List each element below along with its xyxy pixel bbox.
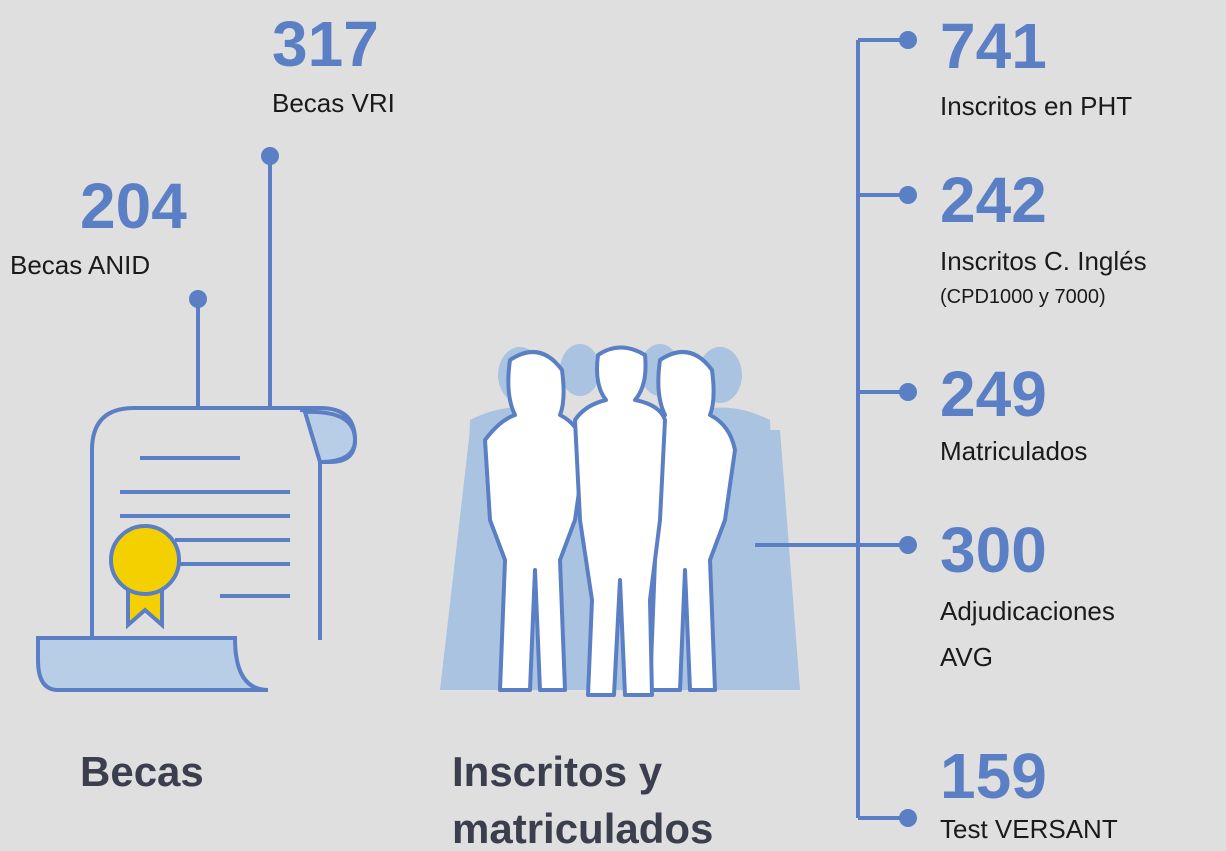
stat-label: Matriculados xyxy=(940,436,1087,466)
becas-vri-value: 317 xyxy=(272,8,379,80)
becas-anid-label: Becas ANID xyxy=(10,250,150,280)
stat-note: (CPD1000 y 7000) xyxy=(940,286,1106,308)
becas-vri-label: Becas VRI xyxy=(272,88,395,118)
becas-title: Becas xyxy=(80,748,204,795)
inscritos-title: Inscritos y xyxy=(452,748,663,795)
inscritos-title: matriculados xyxy=(452,805,713,851)
stat-value: 741 xyxy=(940,10,1047,82)
stat-label: Inscritos C. Inglés xyxy=(940,246,1147,276)
stat-value: 242 xyxy=(940,164,1047,236)
stat-value: 300 xyxy=(940,514,1047,586)
stat-value: 249 xyxy=(940,358,1047,430)
infographic: 317 Becas VRI 204 Becas ANID Becas xyxy=(0,0,1226,851)
stat-value: 159 xyxy=(940,740,1047,812)
stat-label: AVG xyxy=(940,642,993,672)
stat-label: Inscritos en PHT xyxy=(940,91,1132,121)
stat-label: Adjudicaciones xyxy=(940,596,1115,626)
stat-label: Test VERSANT xyxy=(940,814,1118,844)
becas-anid-value: 204 xyxy=(80,170,187,242)
